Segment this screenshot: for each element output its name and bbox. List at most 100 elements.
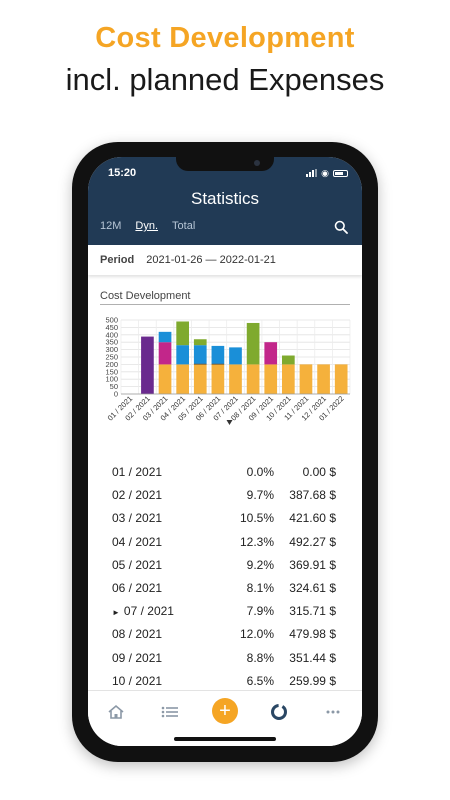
phone-notch	[176, 157, 274, 171]
table-row[interactable]: 01 / 2021 0.0% 0.00 $	[110, 461, 340, 484]
row-month: 10 / 2021	[112, 670, 162, 693]
y-tick-label: 100	[105, 375, 118, 384]
table-row[interactable]: 09 / 2021 8.8% 351.44 $	[110, 647, 340, 670]
row-value: 0.00 $	[302, 465, 336, 479]
bar-segment	[158, 342, 172, 365]
bar-segment	[193, 364, 207, 394]
row-percent: 8.1%	[246, 580, 274, 595]
bar-segment	[264, 342, 278, 365]
nav-statistics[interactable]	[268, 701, 290, 723]
more-icon	[326, 710, 340, 714]
row-value: 324.61 $	[289, 580, 336, 595]
row-percent: 6.5%	[246, 673, 274, 688]
table-row[interactable]: 04 / 2021 12.3% 492.27 $	[110, 531, 340, 554]
cost-table: 01 / 2021 0.0% 0.00 $ 02 / 2021 9.7% 387.68 $…	[110, 461, 340, 693]
row-value: 492.27 $	[289, 534, 336, 549]
nav-home[interactable]	[105, 701, 127, 723]
table-row[interactable]: 05 / 2021 9.2% 369.91 $	[110, 554, 340, 577]
chart-title: Cost Development	[100, 290, 191, 302]
row-percent: 0.0%	[246, 465, 274, 479]
promo-subtitle: incl. planned Expenses	[65, 62, 385, 97]
period-selector[interactable]: Period 2021-01-26 — 2022-01-21	[88, 245, 362, 275]
row-month-label: 01 / 2021	[112, 465, 163, 479]
bar-segment	[176, 345, 189, 365]
bar-segment	[246, 364, 260, 394]
bar-segment	[334, 364, 348, 394]
bar-segment	[211, 345, 225, 364]
bar-segment	[229, 347, 242, 365]
row-month-label: 06 / 2021	[112, 580, 163, 595]
current-month-marker-icon: ►	[112, 608, 120, 618]
chart-title-divider	[100, 304, 350, 305]
table-row[interactable]: ► 07 / 2021 7.9% 315.71 $	[110, 600, 340, 623]
table-row[interactable]: 02 / 2021 9.7% 387.68 $	[110, 484, 340, 507]
row-month: 06 / 2021	[112, 577, 162, 600]
bar-segment	[176, 321, 189, 346]
y-tick-label: 0	[114, 390, 118, 399]
table-row[interactable]: 06 / 2021 8.1% 324.61 $	[110, 577, 340, 600]
row-month-label: 10 / 2021	[112, 673, 163, 688]
bar-segment	[158, 331, 172, 343]
tab-dynamic[interactable]: Dyn.	[135, 220, 159, 232]
add-icon: +	[219, 700, 231, 722]
app-screen: 15:20 ◉ Statistics 12M Dyn. Total Period…	[88, 157, 362, 746]
period-value: 2021-01-26 — 2022-01-21	[146, 254, 276, 266]
y-tick-label: 200	[105, 360, 118, 369]
row-percent: 9.7%	[246, 488, 274, 503]
bar-segment	[193, 363, 207, 365]
y-tick-label: 300	[105, 345, 118, 354]
bar-segment	[211, 363, 225, 365]
row-month: 05 / 2021	[112, 554, 162, 577]
promo-title: Cost Development	[95, 22, 355, 54]
bar-segment	[317, 364, 330, 394]
nav-more[interactable]	[322, 701, 344, 723]
status-time: 15:20	[108, 167, 137, 179]
row-month: 02 / 2021	[112, 484, 162, 507]
bar-segment	[158, 364, 172, 394]
period-tabs: 12M Dyn. Total	[100, 220, 195, 232]
row-month-label: 02 / 2021	[112, 488, 163, 503]
bar-segment	[141, 336, 154, 394]
row-value: 369.91 $	[289, 557, 336, 572]
table-row[interactable]: 08 / 2021 12.0% 479.98 $	[110, 623, 340, 646]
search-icon[interactable]	[334, 220, 348, 234]
bar-segment	[193, 339, 207, 346]
tab-12m[interactable]: 12M	[100, 220, 122, 232]
period-label: Period	[100, 254, 135, 266]
row-percent: 12.3%	[239, 534, 274, 549]
bar-segment	[211, 364, 225, 394]
statistics-icon	[271, 704, 287, 720]
row-percent: 12.0%	[239, 627, 274, 642]
row-month-label: 05 / 2021	[112, 557, 163, 572]
table-row[interactable]: 10 / 2021 6.5% 259.99 $	[110, 670, 340, 693]
tab-total[interactable]: Total	[172, 220, 196, 232]
app-header: 15:20 ◉ Statistics 12M Dyn. Total	[88, 157, 362, 245]
row-value: 421.60 $	[289, 511, 336, 526]
list-icon	[161, 706, 178, 718]
y-tick-label: 500	[105, 316, 118, 325]
row-month-label: 03 / 2021	[112, 511, 163, 526]
row-percent: 9.2%	[246, 557, 274, 572]
row-month: ► 07 / 2021	[112, 600, 174, 624]
row-value: 259.99 $	[289, 673, 336, 688]
battery-icon	[333, 169, 348, 177]
row-month: 08 / 2021	[112, 623, 162, 646]
bar-segment	[193, 345, 207, 364]
y-tick-label: 250	[105, 353, 118, 362]
row-value: 479.98 $	[289, 627, 336, 642]
row-month-label: 08 / 2021	[112, 627, 163, 642]
table-row[interactable]: 03 / 2021 10.5% 421.60 $	[110, 507, 340, 530]
nav-list[interactable]	[159, 701, 181, 723]
status-icons: ◉	[306, 168, 348, 178]
bar-segment	[176, 364, 189, 394]
row-month-label: 09 / 2021	[112, 650, 163, 665]
cellular-signal-icon	[306, 169, 318, 177]
page-title: Statistics	[190, 189, 260, 208]
row-value: 351.44 $	[289, 650, 336, 665]
add-expense-button[interactable]: +	[212, 698, 238, 724]
row-month: 09 / 2021	[112, 647, 162, 670]
bar-segment	[282, 364, 295, 394]
bar-segment	[282, 355, 295, 365]
y-tick-label: 50	[110, 382, 118, 391]
bottom-nav: +	[88, 690, 362, 746]
